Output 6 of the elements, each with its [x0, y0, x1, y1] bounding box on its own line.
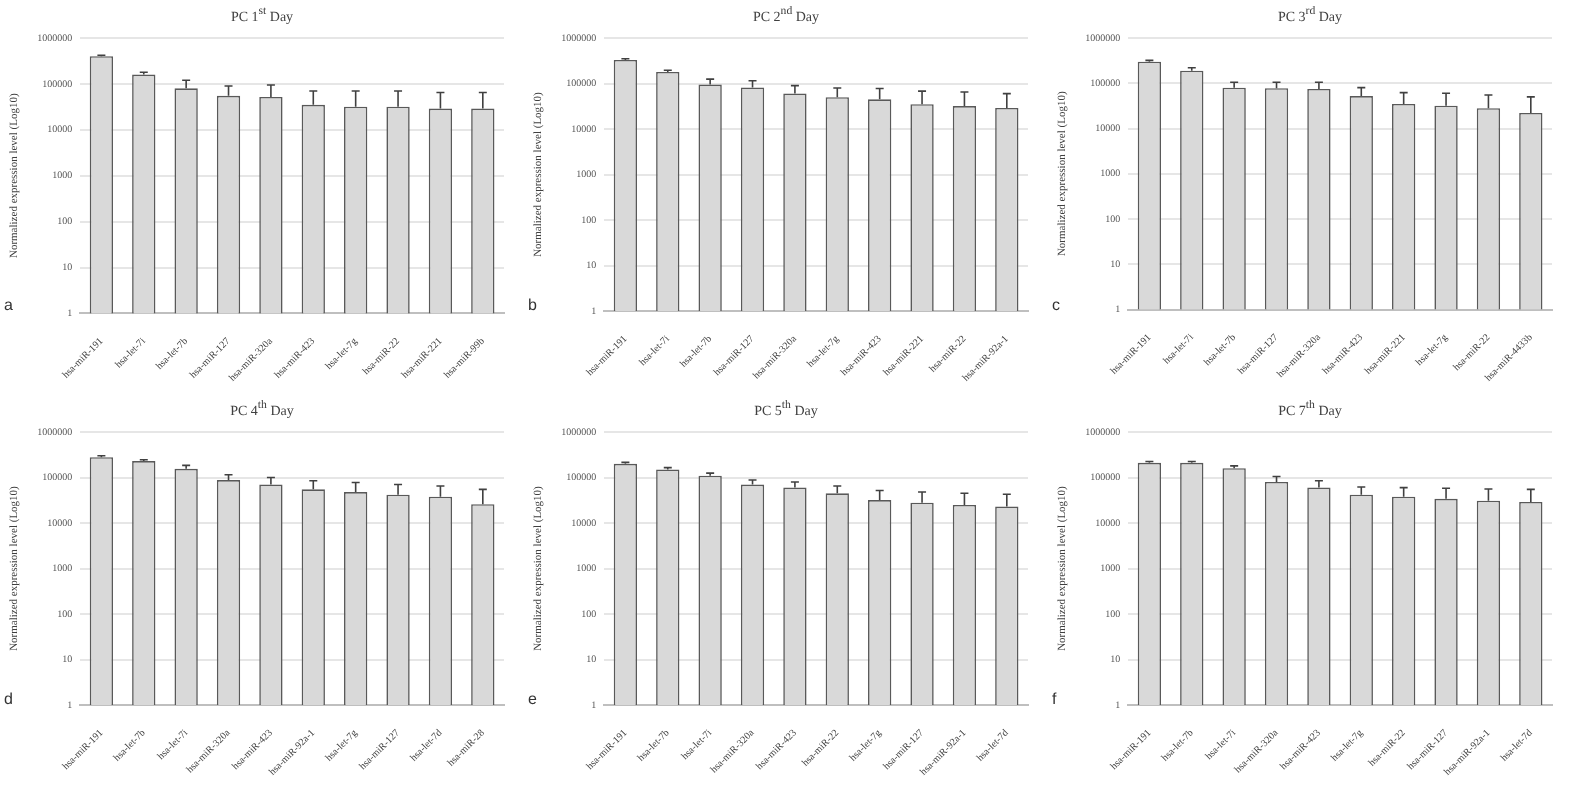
text: a [4, 296, 13, 314]
text: b [528, 296, 537, 314]
text: f [1052, 690, 1057, 708]
text: c [1052, 296, 1060, 314]
text: e [528, 690, 537, 708]
text: d [4, 690, 13, 708]
